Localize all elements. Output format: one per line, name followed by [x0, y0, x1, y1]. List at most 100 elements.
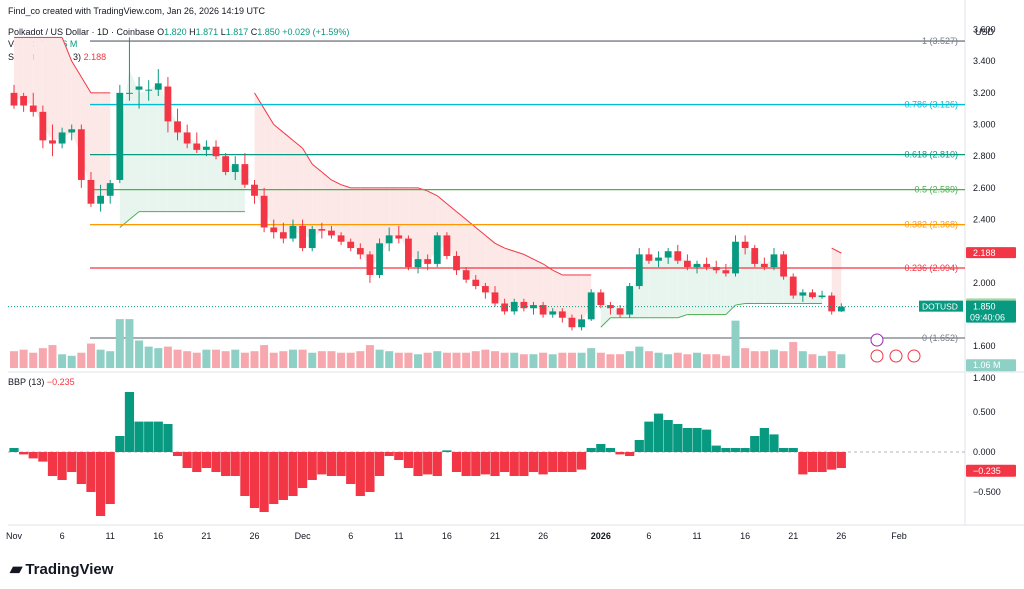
volume-bar: [144, 346, 153, 368]
candle-body: [405, 238, 412, 268]
candle-body: [337, 235, 345, 242]
volume-bar: [231, 349, 240, 368]
supertrend-fill: [466, 219, 476, 283]
price-tick-label: 2.800: [973, 151, 996, 161]
supertrend-fill: [562, 274, 572, 323]
bbp-bar: [644, 421, 654, 452]
bbp-bar: [9, 448, 19, 452]
candle-body: [241, 164, 249, 185]
supertrend-fill: [312, 164, 322, 239]
bbp-bar: [124, 392, 135, 452]
volume-bar: [356, 351, 365, 368]
candle-body: [510, 301, 518, 312]
fib-level-label: 0.382 (2.368): [904, 220, 958, 230]
fib-level-label: 1 (3.527): [922, 36, 958, 46]
fib-level-label: 0.236 (2.094): [904, 263, 958, 273]
candle-body: [741, 241, 749, 249]
bbp-bar: [172, 452, 183, 456]
candle-body: [203, 146, 210, 150]
bbp-bar: [605, 448, 616, 452]
time-tick-label: 16: [740, 531, 750, 541]
volume-bar: [673, 352, 682, 368]
bbp-bar: [798, 452, 808, 475]
bbp-bar: [567, 452, 577, 472]
supertrend-fill: [254, 92, 265, 211]
tradingview-logo[interactable]: ▰ TradingView: [10, 559, 113, 579]
candle-body: [607, 305, 614, 309]
volume-bar: [577, 352, 586, 368]
candle-body: [106, 183, 114, 196]
candle-body: [501, 303, 509, 312]
candle-body: [395, 235, 403, 239]
time-tick-label: 26: [836, 531, 846, 541]
bbp-bar: [317, 452, 327, 475]
candle-body: [164, 86, 172, 122]
candle-body: [222, 156, 230, 173]
candle-body: [183, 132, 191, 144]
supertrend-line-segment: [504, 247, 515, 252]
candle-body: [174, 121, 181, 133]
candle-body: [722, 270, 730, 274]
bbp-bar: [278, 452, 288, 500]
time-tick-label: 6: [60, 531, 65, 541]
bbp-bar: [134, 421, 144, 452]
bbp-bar: [817, 452, 827, 472]
supertrend-fill: [610, 308, 621, 318]
bbp-bar: [384, 452, 394, 456]
volume-bar: [798, 351, 807, 368]
bbp-bar: [240, 452, 250, 496]
bbp-tick-label: 0.500: [973, 407, 996, 417]
volume-bar: [500, 352, 509, 368]
volume-bar: [539, 352, 548, 368]
volume-bar: [567, 352, 576, 368]
supertrend-line-segment: [61, 37, 73, 62]
supertrend-fill: [129, 69, 140, 220]
supertrend-fill: [495, 243, 505, 307]
bbp-bar: [115, 436, 125, 452]
candle-body: [39, 111, 47, 141]
bbp-bar: [721, 448, 731, 452]
bbp-bar: [779, 448, 789, 452]
supertrend-line-segment: [427, 190, 438, 197]
bbp-bar: [144, 421, 154, 452]
candle-body: [366, 254, 374, 275]
candle-body: [154, 83, 162, 90]
bbp-bar: [413, 452, 423, 476]
bbp-bar: [201, 452, 211, 468]
volume-bar: [818, 355, 827, 368]
us-flag-event-icon: [870, 349, 884, 363]
volume-bar: [587, 348, 596, 368]
bbp-bar: [750, 436, 760, 452]
supertrend-line-segment: [533, 258, 544, 265]
high-value: 1.871: [195, 27, 219, 37]
volume-bar: [365, 345, 374, 368]
volume-bar: [202, 349, 211, 368]
topbar-text: Find_co created with TradingView.com, Ja…: [8, 6, 265, 16]
supertrend-line-segment: [475, 227, 486, 236]
bbp-bar: [548, 452, 558, 472]
bbp-current-tag: [966, 464, 1016, 477]
candle-body: [799, 292, 807, 296]
bbp-bar: [432, 452, 442, 476]
supertrend-fill: [697, 263, 707, 315]
volume-bar: [346, 352, 355, 368]
candle-body: [780, 254, 787, 277]
bbp-bar: [586, 448, 596, 452]
bbp-bar: [490, 452, 500, 476]
supertrend-fill: [14, 37, 24, 103]
candle-body: [58, 132, 66, 144]
volume-bar: [702, 354, 711, 368]
volume-bar: [837, 354, 846, 368]
time-tick-label: 11: [394, 531, 403, 541]
volume-bar: [385, 351, 394, 368]
supertrend-fill: [523, 254, 534, 309]
bbp-bar: [827, 452, 837, 470]
volume-bar: [779, 351, 788, 368]
volume-bar: [221, 351, 230, 368]
supertrend-line-segment: [436, 195, 448, 205]
candle-body: [818, 295, 826, 298]
tv-logo-icon: ▰: [10, 561, 22, 578]
candle-body: [376, 243, 383, 275]
bbp-bar: [163, 424, 173, 452]
